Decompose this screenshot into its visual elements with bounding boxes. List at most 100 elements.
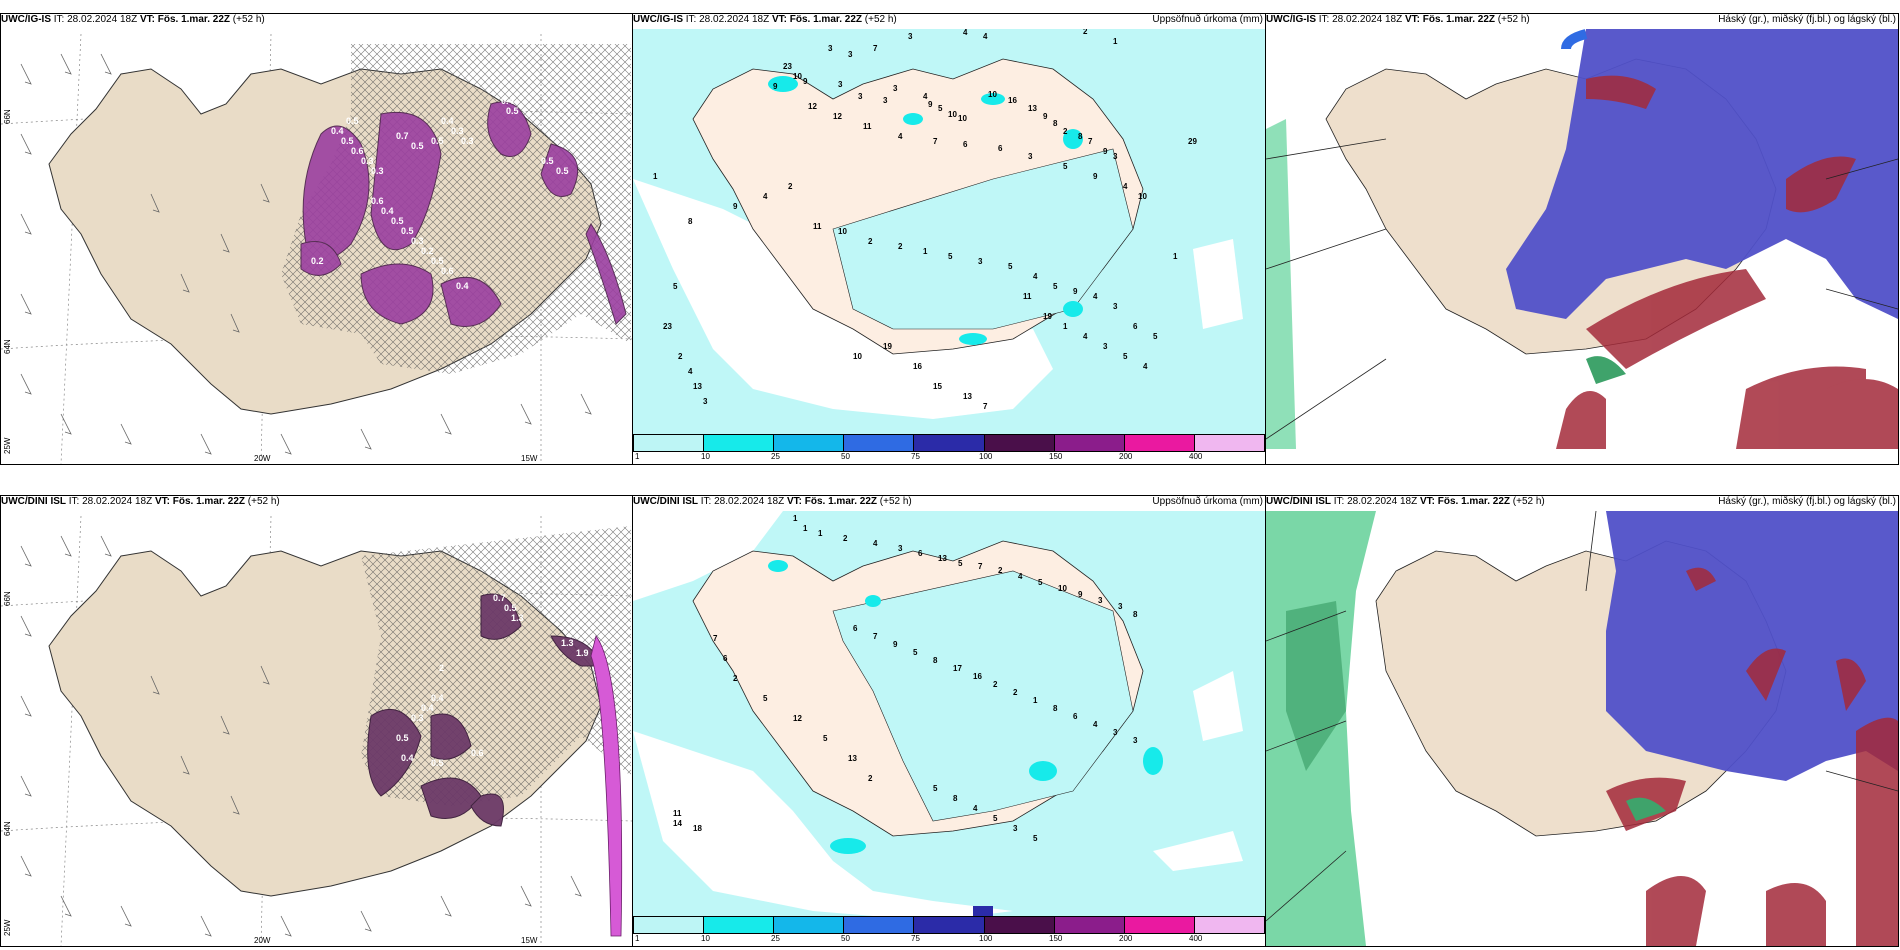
precip-value-label: 2 — [1013, 688, 1018, 697]
precip-value-label: 9 — [928, 100, 933, 109]
precip-value-label: 1 — [818, 529, 823, 538]
precip-value-label: 4 — [688, 367, 693, 376]
map-panel-cloud-top: UWC/IG-IS IT: 28.02.2024 18Z VT: Fös. 1.… — [1265, 13, 1899, 465]
map-panel-cloud-bottom: UWC/DINI ISL IT: 28.02.2024 18Z VT: Fös.… — [1265, 495, 1899, 947]
precip-value-label: 4 — [1143, 362, 1148, 371]
model-name: UWC/IG-IS — [633, 14, 683, 25]
lead-time: (+52 h) — [879, 496, 912, 507]
precip-value-label: 3 — [848, 50, 853, 59]
precip-value-label: 8 — [1078, 132, 1083, 141]
precip-value-label: 11 — [1023, 292, 1032, 301]
precip-value-label: 2 — [993, 680, 998, 689]
precip-value-label: 6 — [853, 624, 858, 633]
cb-tick-50: 50 — [841, 934, 850, 943]
precip-value-label: 6 — [918, 549, 923, 558]
precip-value-label: 1 — [1113, 37, 1118, 46]
panel-header: UWC/IG-IS IT: 28.02.2024 18Z VT: Fös. 1.… — [1266, 14, 1898, 28]
precip-value-label: 5 — [1008, 262, 1013, 271]
valid-time: VT: Fös. 1.mar. 22Z — [1404, 14, 1496, 25]
panel-header: UWC/DINI ISL IT: 28.02.2024 18Z VT: Fös.… — [1, 496, 632, 510]
wind-barbs — [20, 535, 582, 937]
panel-header: UWC/DINI ISL IT: 28.02.2024 18Z VT: Fös.… — [633, 496, 1265, 510]
precip-value-label: 13 — [693, 382, 702, 391]
snow-value-label: 0.5 — [396, 733, 409, 743]
precip-value-label: 4 — [1083, 332, 1088, 341]
precip-value-label: 6 — [998, 144, 1003, 153]
valid-time: VT: Fös. 1.mar. 22Z — [771, 14, 863, 25]
cb-cell-9 — [1194, 435, 1264, 451]
precip-value-label: 10 — [988, 90, 997, 99]
snow-value-label: 0.5 — [506, 106, 519, 116]
cb-tick-10: 10 — [701, 934, 710, 943]
snow-value-label: 0.6 — [441, 266, 454, 276]
precip-value-label: 10 — [853, 352, 862, 361]
lon-label-15w: 15W — [521, 454, 538, 463]
snow-value-label: 0.5 — [341, 136, 354, 146]
precip-value-label: 11 — [813, 222, 822, 231]
precip-value-label: 7 — [713, 634, 718, 643]
precip-value-label: 4 — [963, 29, 968, 37]
precip-value-label: 1 — [923, 247, 928, 256]
precip-value-label: 6 — [963, 140, 968, 149]
precip-value-label: 9 — [1073, 287, 1078, 296]
cb-tick-100: 100 — [979, 934, 993, 943]
cb-tick-50: 50 — [841, 452, 850, 461]
cb-cell-8 — [1124, 917, 1195, 933]
precip-value-label: 1 — [1063, 322, 1068, 331]
panel-title: Háský (gr.), miðský (fj.bl.) og lágský (… — [1718, 14, 1896, 25]
precip-value-label: 16 — [913, 362, 922, 371]
precip-value-label: 4 — [1033, 272, 1038, 281]
lat-label-66n: 66N — [3, 109, 12, 124]
precip-value-label: 5 — [993, 814, 998, 823]
valid-time: VT: Fös. 1.mar. 22Z — [786, 496, 878, 507]
lead-time: (+52 h) — [247, 496, 280, 507]
precip-value-label: 2 — [868, 237, 873, 246]
snow-value-label: 0.5 — [431, 256, 444, 266]
precip-value-label: 9 — [1093, 172, 1098, 181]
precip-value-label: 3 — [703, 397, 708, 406]
precip-value-label: 1 — [1173, 252, 1178, 261]
snow-value-label: 0.5 — [411, 141, 424, 151]
precip-value-label: 29 — [1188, 137, 1197, 146]
valid-time: VT: Fös. 1.mar. 22Z — [139, 14, 231, 25]
lat-label-25w: 25W — [3, 919, 12, 936]
model-name: UWC/IG-IS — [1, 14, 51, 25]
precip-value-label: 6 — [1133, 322, 1138, 331]
init-time: IT: 28.02.2024 18Z — [1333, 496, 1418, 507]
precip-value-label: 2 — [898, 242, 903, 251]
snow-value-label: 1.3 — [561, 638, 574, 648]
cb-cell-7 — [1054, 917, 1125, 933]
precip-value-label: 13 — [938, 554, 947, 563]
precip-value-label: 3 — [893, 84, 898, 93]
precip-value-label: 8 — [688, 217, 693, 226]
precip-value-label: 14 — [673, 819, 682, 828]
cb-cell-6 — [984, 435, 1055, 451]
snow-value-label: 0.6 — [471, 748, 484, 758]
snow-value-label: 0.4 — [401, 753, 414, 763]
model-name: UWC/DINI ISL — [633, 496, 698, 507]
precip-value-label: 5 — [1053, 282, 1058, 291]
precip-value-label: 4 — [873, 539, 878, 548]
snow-value-label: 0.5 — [431, 758, 444, 768]
precip-value-label: 4 — [763, 192, 768, 201]
wind-barbs — [20, 53, 592, 455]
precip-value-label: 3 — [1118, 602, 1123, 611]
precip-value-label: 2 — [678, 352, 683, 361]
precip-value-label: 4 — [1093, 292, 1098, 301]
snow-value-label: 0.2 — [311, 256, 324, 266]
precip-value-label: 6 — [723, 654, 728, 663]
cb-tick-100: 100 — [979, 452, 993, 461]
cb-tick-1: 1 — [635, 452, 640, 461]
lead-time: (+52 h) — [1512, 496, 1545, 507]
cb-tick-200: 200 — [1119, 452, 1133, 461]
snow-value-label: 0.4 — [431, 693, 444, 703]
cb-cell-1 — [634, 917, 705, 933]
precip-value-label: 4 — [1093, 720, 1098, 729]
wind-map-svg: 0.50.40.50.60.30.30.70.5 0.50.40.30.30.60… — [1, 33, 632, 464]
snow-value-label: 0.4 — [501, 96, 514, 106]
map-panel-precip-top: UWC/IG-IS IT: 28.02.2024 18Z VT: Fös. 1.… — [632, 13, 1266, 465]
snow-value-label: 1.3 — [511, 613, 524, 623]
precip-value-label: 4 — [898, 132, 903, 141]
